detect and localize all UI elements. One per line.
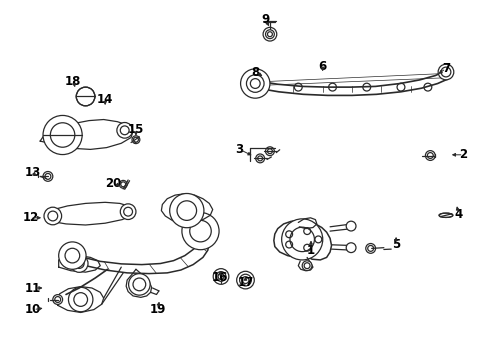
Circle shape	[128, 274, 150, 295]
Circle shape	[265, 147, 274, 156]
Circle shape	[263, 27, 276, 41]
Circle shape	[365, 243, 375, 253]
Circle shape	[117, 122, 132, 138]
Text: 9: 9	[261, 13, 269, 26]
Text: 17: 17	[237, 276, 253, 289]
Circle shape	[255, 154, 264, 163]
Ellipse shape	[76, 87, 95, 106]
Text: 18: 18	[65, 75, 81, 87]
Circle shape	[302, 261, 311, 271]
Text: 16: 16	[211, 271, 228, 284]
Circle shape	[240, 69, 269, 98]
Text: 6: 6	[318, 60, 326, 73]
Text: 5: 5	[391, 238, 399, 251]
Text: 12: 12	[22, 211, 39, 224]
Circle shape	[44, 207, 61, 225]
Circle shape	[132, 136, 140, 144]
Circle shape	[43, 116, 82, 154]
Text: 10: 10	[25, 303, 41, 316]
Ellipse shape	[438, 213, 452, 217]
Circle shape	[346, 243, 355, 253]
Circle shape	[182, 212, 219, 250]
Circle shape	[70, 255, 88, 272]
Text: 13: 13	[25, 166, 41, 179]
Circle shape	[169, 193, 203, 228]
Circle shape	[68, 287, 93, 312]
Text: 1: 1	[306, 244, 314, 257]
Text: 19: 19	[149, 303, 165, 316]
Text: 4: 4	[454, 208, 462, 221]
Circle shape	[59, 242, 86, 269]
Circle shape	[236, 271, 254, 289]
Circle shape	[425, 150, 434, 161]
Circle shape	[119, 180, 127, 188]
Text: 14: 14	[97, 93, 113, 105]
Circle shape	[213, 269, 228, 284]
Text: 2: 2	[459, 148, 467, 161]
Text: 11: 11	[25, 282, 41, 294]
Text: 7: 7	[441, 62, 449, 75]
Circle shape	[281, 219, 322, 260]
Circle shape	[437, 64, 453, 80]
Text: 3: 3	[235, 143, 243, 156]
Text: 15: 15	[127, 123, 144, 136]
Circle shape	[43, 171, 53, 181]
Text: 20: 20	[105, 177, 122, 190]
Text: 8: 8	[251, 66, 259, 78]
Circle shape	[120, 204, 136, 220]
Circle shape	[53, 294, 62, 305]
Circle shape	[346, 221, 355, 231]
